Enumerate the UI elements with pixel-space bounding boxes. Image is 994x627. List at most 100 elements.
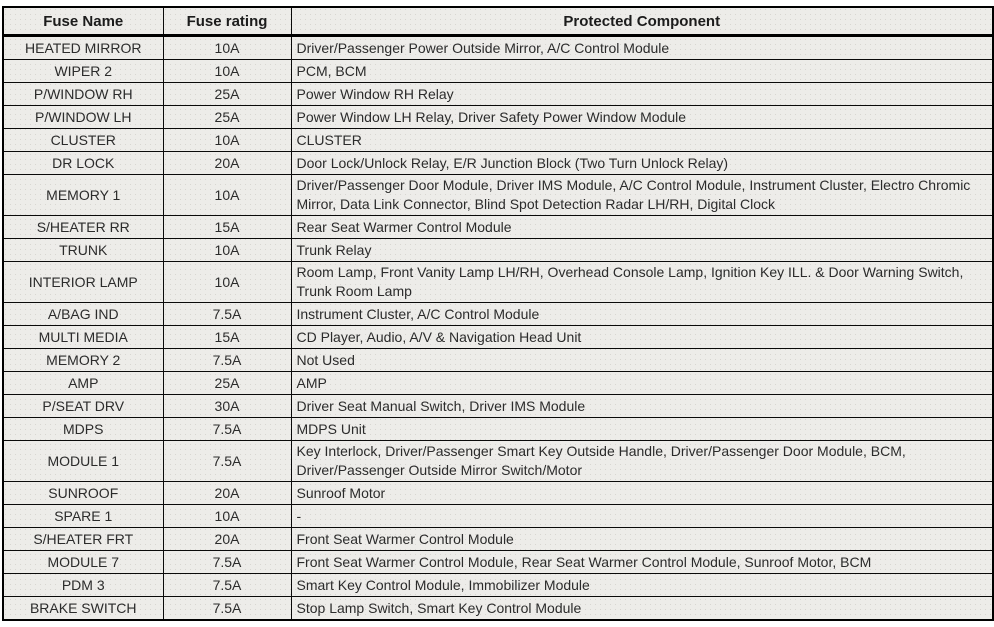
fuse-rating-cell: 7.5A [162,348,292,372]
fuse-rating-cell: 20A [162,527,292,551]
protected-component-cell: Instrument Cluster, A/C Control Module [290,302,994,326]
table-row: MEMORY 2 7.5A Not Used [2,348,994,372]
fuse-rating-cell: 7.5A [162,302,292,326]
fuse-rating-cell: 10A [162,238,292,262]
protected-component-cell: - [290,504,994,528]
fuse-table-header: Fuse Name Fuse rating Protected Componen… [2,6,994,37]
protected-component-cell: Power Window RH Relay [290,82,994,106]
protected-component-cell: Front Seat Warmer Control Module [290,527,994,551]
table-row: CLUSTER 10A CLUSTER [2,128,994,152]
protected-component-cell: Key Interlock, Driver/Passenger Smart Ke… [290,440,994,482]
fuse-name-cell: INTERIOR LAMP [2,261,164,303]
table-row: MULTI MEDIA 15A CD Player, Audio, A/V & … [2,325,994,349]
protected-component-cell: Driver/Passenger Door Module, Driver IMS… [290,174,994,216]
table-row: AMP 25A AMP [2,371,994,395]
fuse-rating-cell: 25A [162,105,292,129]
protected-component-cell: Driver/Passenger Power Outside Mirror, A… [290,35,994,60]
fuse-name-cell: A/BAG IND [2,302,164,326]
fuse-name-cell: SPARE 1 [2,504,164,528]
fuse-name-cell: P/WINDOW RH [2,82,164,106]
table-row: SPARE 1 10A - [2,504,994,528]
table-row: HEATED MIRROR 10A Driver/Passenger Power… [2,35,994,60]
protected-component-cell: Rear Seat Warmer Control Module [290,215,994,239]
protected-component-cell: CD Player, Audio, A/V & Navigation Head … [290,325,994,349]
fuse-rating-cell: 15A [162,325,292,349]
fuse-name-cell: PDM 3 [2,573,164,597]
protected-component-cell: Power Window LH Relay, Driver Safety Pow… [290,105,994,129]
header-fuse-name: Fuse Name [2,6,164,37]
fuse-rating-cell: 10A [162,35,292,60]
protected-component-cell: PCM, BCM [290,59,994,83]
fuse-table-body: HEATED MIRROR 10A Driver/Passenger Power… [2,35,994,621]
fuse-name-cell: MODULE 1 [2,440,164,482]
table-row: INTERIOR LAMP 10A Room Lamp, Front Vanit… [2,261,994,303]
table-row: PDM 3 7.5A Smart Key Control Module, Imm… [2,573,994,597]
table-row: BRAKE SWITCH 7.5A Stop Lamp Switch, Smar… [2,596,994,621]
fuse-rating-cell: 10A [162,504,292,528]
fuse-rating-cell: 10A [162,59,292,83]
header-protected-component: Protected Component [290,6,994,37]
table-row: S/HEATER FRT 20A Front Seat Warmer Contr… [2,527,994,551]
protected-component-cell: Sunroof Motor [290,481,994,505]
fuse-name-cell: S/HEATER FRT [2,527,164,551]
fuse-rating-cell: 10A [162,128,292,152]
fuse-name-cell: MULTI MEDIA [2,325,164,349]
fuse-name-cell: P/SEAT DRV [2,394,164,418]
protected-component-cell: Room Lamp, Front Vanity Lamp LH/RH, Over… [290,261,994,303]
protected-component-cell: AMP [290,371,994,395]
protected-component-cell: Not Used [290,348,994,372]
table-row: P/SEAT DRV 30A Driver Seat Manual Switch… [2,394,994,418]
fuse-name-cell: MODULE 7 [2,550,164,574]
fuse-name-cell: DR LOCK [2,151,164,175]
fuse-name-cell: WIPER 2 [2,59,164,83]
protected-component-cell: MDPS Unit [290,417,994,441]
fuse-rating-cell: 25A [162,371,292,395]
fuse-rating-cell: 7.5A [162,596,292,621]
fuse-name-cell: CLUSTER [2,128,164,152]
fuse-rating-cell: 7.5A [162,573,292,597]
table-row: P/WINDOW RH 25A Power Window RH Relay [2,82,994,106]
fuse-rating-cell: 20A [162,481,292,505]
header-row: Fuse Name Fuse rating Protected Componen… [2,6,994,37]
table-row: MODULE 1 7.5A Key Interlock, Driver/Pass… [2,440,994,482]
table-row: WIPER 2 10A PCM, BCM [2,59,994,83]
protected-component-cell: Front Seat Warmer Control Module, Rear S… [290,550,994,574]
protected-component-cell: CLUSTER [290,128,994,152]
table-row: A/BAG IND 7.5A Instrument Cluster, A/C C… [2,302,994,326]
fuse-rating-cell: 7.5A [162,417,292,441]
table-row: SUNROOF 20A Sunroof Motor [2,481,994,505]
fuse-name-cell: HEATED MIRROR [2,35,164,60]
protected-component-cell: Trunk Relay [290,238,994,262]
fuse-rating-cell: 30A [162,394,292,418]
table-row: P/WINDOW LH 25A Power Window LH Relay, D… [2,105,994,129]
table-row: MEMORY 1 10A Driver/Passenger Door Modul… [2,174,994,216]
fuse-table: Fuse Name Fuse rating Protected Componen… [2,6,994,621]
fuse-rating-cell: 7.5A [162,440,292,482]
table-row: TRUNK 10A Trunk Relay [2,238,994,262]
fuse-name-cell: MDPS [2,417,164,441]
protected-component-cell: Door Lock/Unlock Relay, E/R Junction Blo… [290,151,994,175]
protected-component-cell: Driver Seat Manual Switch, Driver IMS Mo… [290,394,994,418]
protected-component-cell: Stop Lamp Switch, Smart Key Control Modu… [290,596,994,621]
fuse-rating-cell: 25A [162,82,292,106]
fuse-name-cell: TRUNK [2,238,164,262]
fuse-name-cell: SUNROOF [2,481,164,505]
table-row: MODULE 7 7.5A Front Seat Warmer Control … [2,550,994,574]
fuse-name-cell: MEMORY 2 [2,348,164,372]
table-row: S/HEATER RR 15A Rear Seat Warmer Control… [2,215,994,239]
table-row: MDPS 7.5A MDPS Unit [2,417,994,441]
header-fuse-rating: Fuse rating [162,6,292,37]
fuse-name-cell: BRAKE SWITCH [2,596,164,621]
table-row: DR LOCK 20A Door Lock/Unlock Relay, E/R … [2,151,994,175]
fuse-rating-cell: 20A [162,151,292,175]
fuse-name-cell: S/HEATER RR [2,215,164,239]
fuse-name-cell: P/WINDOW LH [2,105,164,129]
fuse-rating-cell: 7.5A [162,550,292,574]
fuse-name-cell: AMP [2,371,164,395]
fuse-rating-cell: 15A [162,215,292,239]
fuse-name-cell: MEMORY 1 [2,174,164,216]
fuse-rating-cell: 10A [162,261,292,303]
fuse-rating-cell: 10A [162,174,292,216]
protected-component-cell: Smart Key Control Module, Immobilizer Mo… [290,573,994,597]
